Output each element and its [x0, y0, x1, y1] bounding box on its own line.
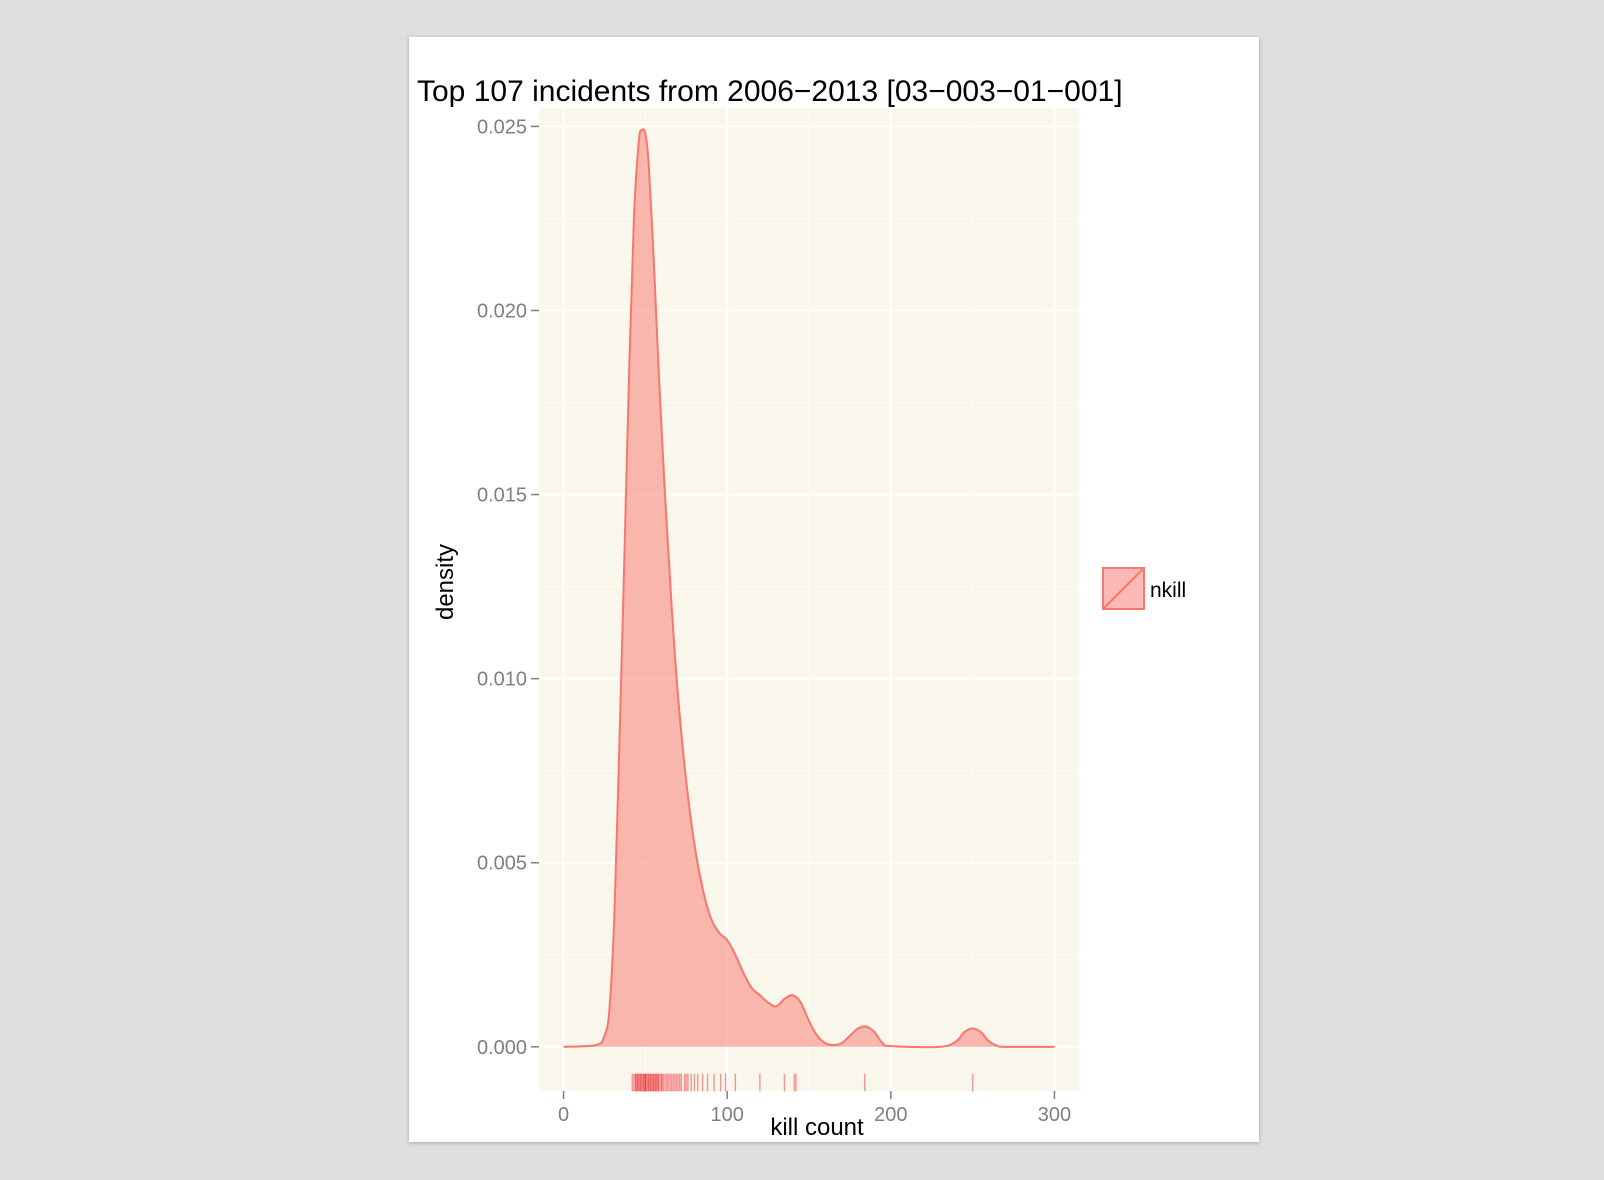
density-fill-nkill [563, 129, 1055, 1048]
x-tick-label: 100 [710, 1104, 743, 1126]
chart-title: Top 107 incidents from 2006−2013 [03−003… [417, 75, 1123, 108]
density-chart: Top 107 incidents from 2006−2013 [03−003… [417, 75, 1186, 1141]
y-tick-label: 0.000 [477, 1037, 527, 1059]
y-tick-label: 0.005 [477, 853, 527, 875]
rug-marks [631, 1073, 974, 1092]
y-tick-label: 0.020 [477, 300, 527, 322]
y-tick-label: 0.015 [477, 485, 527, 507]
y-tick-label: 0.025 [477, 116, 527, 138]
legend-key-line [1102, 567, 1145, 610]
x-axis-title: kill count [770, 1114, 864, 1141]
y-tick-label: 0.010 [477, 669, 527, 691]
legend: nkill [1102, 567, 1186, 610]
density-area [563, 128, 1055, 1049]
x-tick-label: 0 [558, 1104, 569, 1126]
x-tick-label: 200 [874, 1104, 907, 1126]
chart-page: Top 107 incidents from 2006−2013 [03−003… [409, 37, 1259, 1142]
density-line-nkill [563, 128, 1055, 1049]
axes: 0.000 0.005 0.010 0.015 0.020 0.025 0 100 200 300 [477, 116, 1071, 1126]
legend-label-nkill: nkill [1150, 579, 1186, 602]
x-tick-label: 300 [1038, 1104, 1071, 1126]
y-axis-title: density [432, 544, 459, 620]
